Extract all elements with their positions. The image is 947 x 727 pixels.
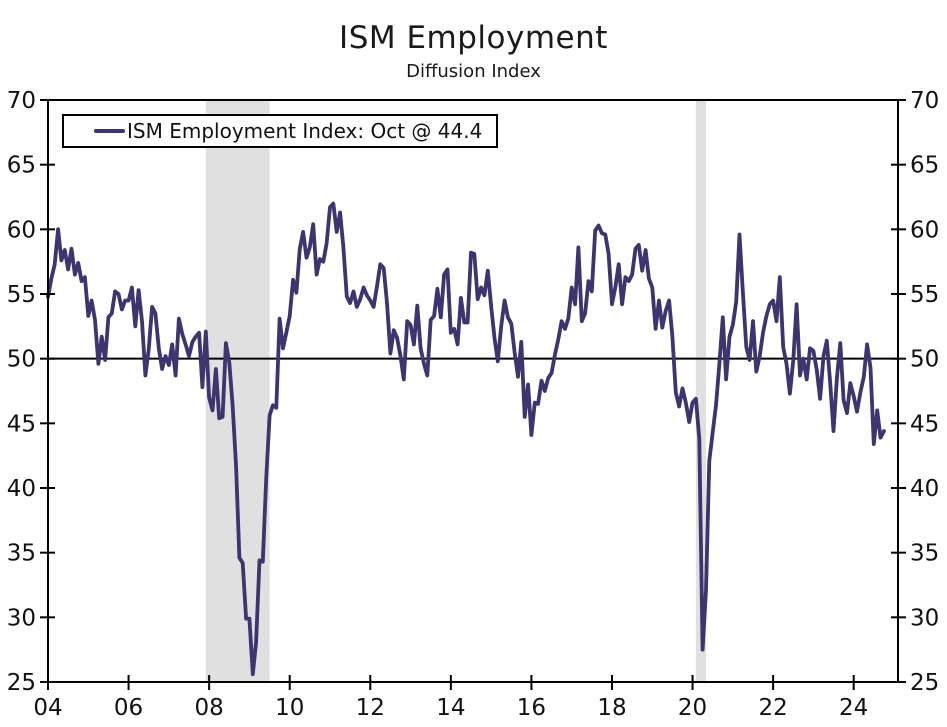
y-tick-label-right: 45 xyxy=(910,411,939,437)
x-tick-label: 12 xyxy=(356,695,385,721)
legend-line-swatch xyxy=(94,129,125,133)
x-tick-label: 08 xyxy=(194,695,223,721)
y-tick-label-left: 50 xyxy=(7,347,36,373)
x-tick-label: 16 xyxy=(517,695,546,721)
axis-ticks xyxy=(40,99,906,690)
y-tick-label-left: 55 xyxy=(7,282,36,308)
legend: ISM Employment Index: Oct @ 44.4 xyxy=(62,114,499,148)
frame-rect xyxy=(47,99,899,683)
y-tick-label-left: 35 xyxy=(7,541,36,567)
x-tick-label: 10 xyxy=(275,695,304,721)
series-line xyxy=(46,201,886,677)
chart-title: ISM Employment xyxy=(339,20,608,56)
plot-frame xyxy=(47,99,899,683)
x-tick-label: 06 xyxy=(114,695,143,721)
y-tick-label-left: 60 xyxy=(7,217,36,243)
y-tick-label-right: 70 xyxy=(910,88,939,114)
ism-employment-line xyxy=(46,201,886,677)
x-tick-label: 22 xyxy=(758,695,787,721)
y-tick-label-right: 60 xyxy=(910,217,939,243)
y-tick-label-right: 30 xyxy=(910,605,939,631)
x-tick-label: 18 xyxy=(597,695,626,721)
recession-bands xyxy=(205,100,706,682)
x-tick-label: 20 xyxy=(678,695,707,721)
y-tick-label-left: 40 xyxy=(7,476,36,502)
y-tick-label-right: 40 xyxy=(910,476,939,502)
axis-tick-labels: 25 25 30 30 35 35 40 40 45 45 50 50 55 55 60 60 65 65 70 70… xyxy=(7,88,940,721)
y-tick-label-left: 25 xyxy=(7,670,36,696)
y-tick-label-right: 55 xyxy=(910,282,939,308)
x-tick-label: 24 xyxy=(839,695,868,721)
y-tick-label-left: 70 xyxy=(7,88,36,114)
y-tick-label-right: 25 xyxy=(910,670,939,696)
y-tick-label-left: 30 xyxy=(7,605,36,631)
y-tick-label-left: 45 xyxy=(7,411,36,437)
x-tick-label: 04 xyxy=(33,695,62,721)
recession-band xyxy=(695,100,706,682)
y-tick-label-left: 65 xyxy=(7,153,36,179)
y-tick-label-right: 50 xyxy=(910,347,939,373)
y-tick-label-right: 35 xyxy=(910,541,939,567)
x-tick-label: 14 xyxy=(436,695,465,721)
y-tick-label-right: 65 xyxy=(910,153,939,179)
legend-label: ISM Employment Index: Oct @ 44.4 xyxy=(127,119,483,143)
chart-subtitle: Diffusion Index xyxy=(406,61,541,82)
